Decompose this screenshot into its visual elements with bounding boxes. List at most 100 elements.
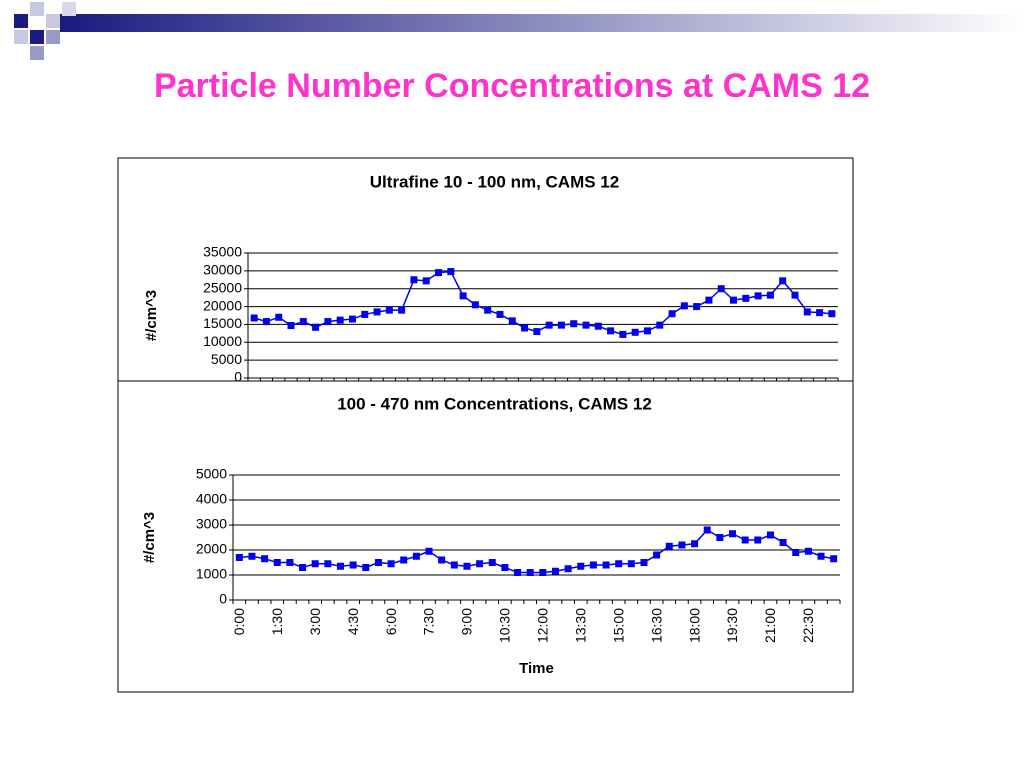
x-tick-label: 15:00	[610, 608, 626, 643]
data-point	[425, 547, 433, 555]
data-point	[275, 313, 283, 321]
x-tick-label: 1:30	[269, 608, 285, 635]
data-point	[349, 561, 357, 569]
data-point	[716, 534, 724, 541]
data-point	[324, 318, 332, 326]
data-point	[640, 559, 648, 566]
slide-title: Particle Number Concentrations at CAMS 1…	[154, 67, 870, 105]
data-point	[374, 559, 382, 566]
x-tick-label: 18:00	[686, 608, 702, 643]
data-point	[496, 310, 504, 318]
y-tick-label: 35000	[203, 244, 242, 260]
x-tick-label: 9:00	[459, 608, 475, 635]
data-point	[804, 547, 812, 555]
x-tick-label: 12:00	[535, 608, 551, 643]
data-point	[828, 310, 836, 318]
x-tick-label: 16:30	[648, 608, 664, 643]
data-point	[299, 318, 307, 326]
data-point	[680, 302, 688, 310]
y-tick-label: 4000	[196, 491, 227, 507]
y-tick-label: 20000	[203, 297, 242, 313]
data-point	[627, 560, 635, 568]
data-point	[248, 552, 256, 560]
data-point	[766, 531, 774, 539]
data-point	[678, 541, 686, 549]
data-point	[557, 321, 565, 329]
data-point	[779, 539, 787, 546]
data-point	[589, 561, 597, 569]
data-point	[668, 310, 676, 318]
data-point	[779, 277, 787, 285]
data-point	[273, 559, 281, 566]
data-point	[463, 562, 471, 570]
data-point	[373, 308, 381, 316]
data-point	[754, 292, 762, 300]
x-tick-label: 19:30	[724, 608, 740, 643]
x-tick-label: 0:00	[231, 608, 247, 635]
y-tick-label: 3000	[196, 516, 227, 532]
data-point	[435, 269, 443, 277]
data-point	[830, 555, 838, 563]
data-point	[526, 569, 534, 576]
data-point	[643, 327, 651, 335]
data-point	[594, 322, 602, 330]
data-point	[336, 562, 344, 570]
y-tick-label: 1000	[196, 566, 227, 582]
data-point	[422, 277, 430, 285]
data-point	[615, 560, 623, 568]
data-point	[729, 530, 737, 538]
data-point	[286, 559, 294, 566]
data-point	[816, 309, 824, 317]
data-point	[385, 306, 393, 314]
data-point	[336, 316, 344, 324]
data-point	[730, 296, 738, 304]
x-tick-label: 22:30	[800, 608, 816, 643]
data-point	[582, 321, 590, 329]
data-point	[287, 322, 295, 329]
data-point	[691, 540, 699, 548]
data-point	[539, 569, 547, 576]
chart-title: Ultrafine 10 - 100 nm, CAMS 12	[370, 172, 619, 191]
x-tick-label: 4:30	[345, 608, 361, 635]
x-tick-label: 21:00	[762, 608, 778, 643]
y-tick-label: 2000	[196, 541, 227, 557]
data-point	[607, 327, 615, 335]
x-tick-label: 10:30	[497, 608, 513, 643]
data-point	[398, 306, 406, 314]
data-point	[250, 314, 258, 322]
data-point	[741, 536, 749, 544]
data-point	[545, 321, 553, 329]
data-point	[521, 324, 529, 332]
x-tick-label: 6:00	[383, 608, 399, 635]
data-point	[311, 560, 319, 568]
data-point	[665, 542, 673, 550]
data-point	[619, 330, 627, 338]
data-point	[235, 554, 243, 561]
data-point	[514, 569, 522, 576]
x-axis-label: Time	[519, 660, 554, 677]
data-point	[742, 294, 750, 302]
data-point	[361, 310, 369, 318]
data-point	[602, 561, 610, 569]
y-axis-label: #/cm^3	[141, 512, 158, 563]
data-point	[754, 536, 762, 544]
y-tick-label: 5000	[211, 351, 242, 367]
data-point	[450, 561, 458, 569]
y-tick-label: 0	[234, 369, 242, 385]
y-tick-label: 5000	[196, 466, 227, 482]
data-point	[312, 323, 320, 331]
data-point	[387, 560, 395, 568]
data-point	[324, 560, 332, 568]
data-point	[484, 306, 492, 314]
data-point	[438, 556, 446, 564]
data-point	[471, 301, 479, 309]
decoration	[14, 2, 1024, 60]
data-point	[508, 317, 516, 325]
y-tick-label: 0	[219, 591, 227, 607]
data-point	[803, 308, 811, 316]
y-tick-label: 10000	[203, 333, 242, 349]
y-axis-label: #/cm^3	[143, 290, 160, 341]
data-point	[533, 328, 541, 336]
data-point	[570, 320, 578, 328]
